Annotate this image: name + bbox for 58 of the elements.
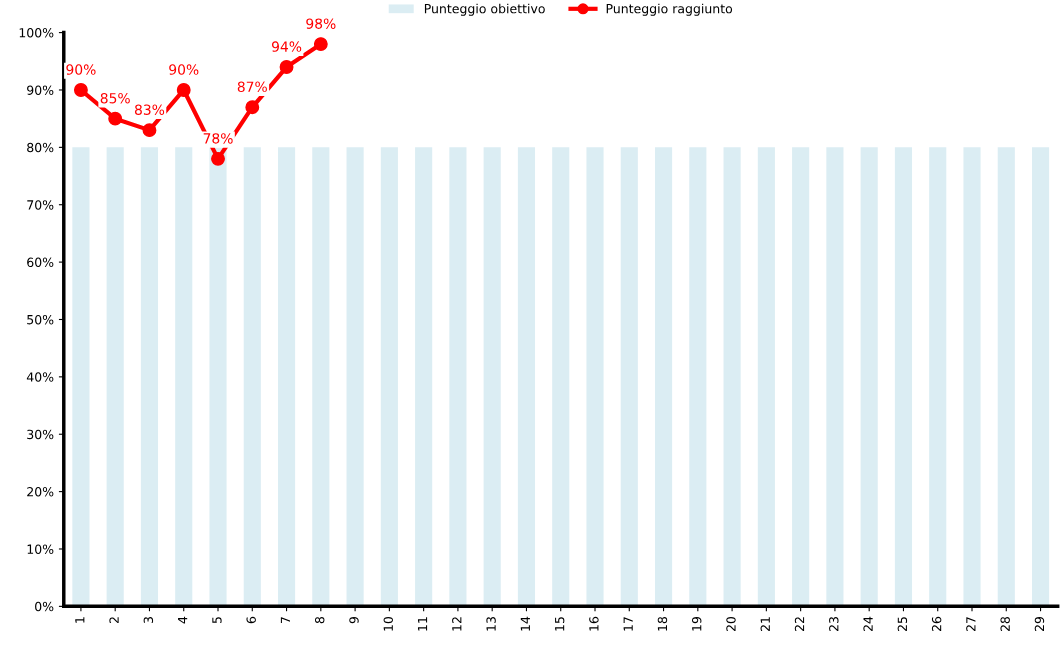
x-tick-label: 16 [589, 616, 599, 631]
x-tick-label: 13 [486, 617, 496, 631]
y-tick-label: 30% [27, 429, 54, 440]
point [245, 100, 260, 115]
x-tick-label: 27 [966, 617, 976, 632]
x-tick-label: 18 [657, 616, 668, 631]
data-label: 78% [203, 133, 233, 144]
data-label: 94% [271, 41, 302, 52]
x-tick-label: 9 [349, 616, 359, 624]
point [279, 60, 294, 74]
y-tick-label: 0% [35, 601, 54, 612]
data-label: 90% [66, 64, 96, 75]
x-tick-label: 4 [178, 616, 188, 624]
x-tick-label: 28 [1000, 616, 1010, 632]
x-tick-label: 26 [931, 616, 942, 632]
y-tick-label: 80% [27, 142, 54, 153]
x-tick-label: 19 [691, 616, 702, 631]
point [142, 123, 157, 138]
y-tick-label: 100% [19, 28, 54, 38]
legend-label: Punteggio obiettivo [424, 3, 545, 16]
y-tick-label: 90% [27, 85, 54, 95]
y-tick-label: 70% [27, 200, 54, 210]
x-tick-label: 10 [383, 616, 393, 631]
x-tick-label: 15 [555, 617, 565, 631]
x-tick-label: 21 [760, 617, 770, 632]
x-tick-label: 17 [623, 617, 633, 631]
point [73, 83, 88, 97]
point [176, 83, 191, 97]
x-tick-label: 20 [726, 616, 736, 632]
y-tick-label: 20% [27, 487, 54, 497]
point [313, 37, 328, 52]
x-tick-label: 7 [280, 617, 290, 624]
x-tick-label: 14 [520, 616, 530, 631]
data-label: 83% [134, 104, 165, 115]
x-tick-label: 2 [109, 617, 119, 624]
y-tick-label: 10% [27, 544, 54, 554]
x-tick-label: 25 [897, 617, 908, 632]
x-tick-label: 3 [143, 617, 154, 624]
x-tick-label: 24 [863, 616, 873, 632]
y-tick-label: 60% [27, 257, 54, 268]
y-tick-label: 40% [26, 372, 54, 382]
data-label: 98% [306, 18, 336, 29]
x-tick-label: 29 [1034, 616, 1045, 632]
x-tick-label: 8 [315, 616, 325, 624]
x-tick-label: 23 [829, 617, 839, 632]
x-tick-label: 1 [75, 617, 85, 623]
x-tick-label: 6 [246, 616, 256, 624]
point [108, 111, 123, 126]
data-label: 90% [169, 64, 199, 75]
data-label: 85% [100, 92, 130, 104]
x-tick-label: 12 [452, 617, 462, 631]
x-tick-label: 11 [417, 617, 428, 631]
x-tick-label: 5 [212, 617, 222, 624]
legend-label: Punteggio raggiunto [606, 3, 733, 16]
data-label: 87% [237, 81, 267, 92]
y-tick-label: 50% [27, 314, 54, 325]
point [211, 151, 225, 166]
x-tick-label: 22 [794, 617, 805, 632]
